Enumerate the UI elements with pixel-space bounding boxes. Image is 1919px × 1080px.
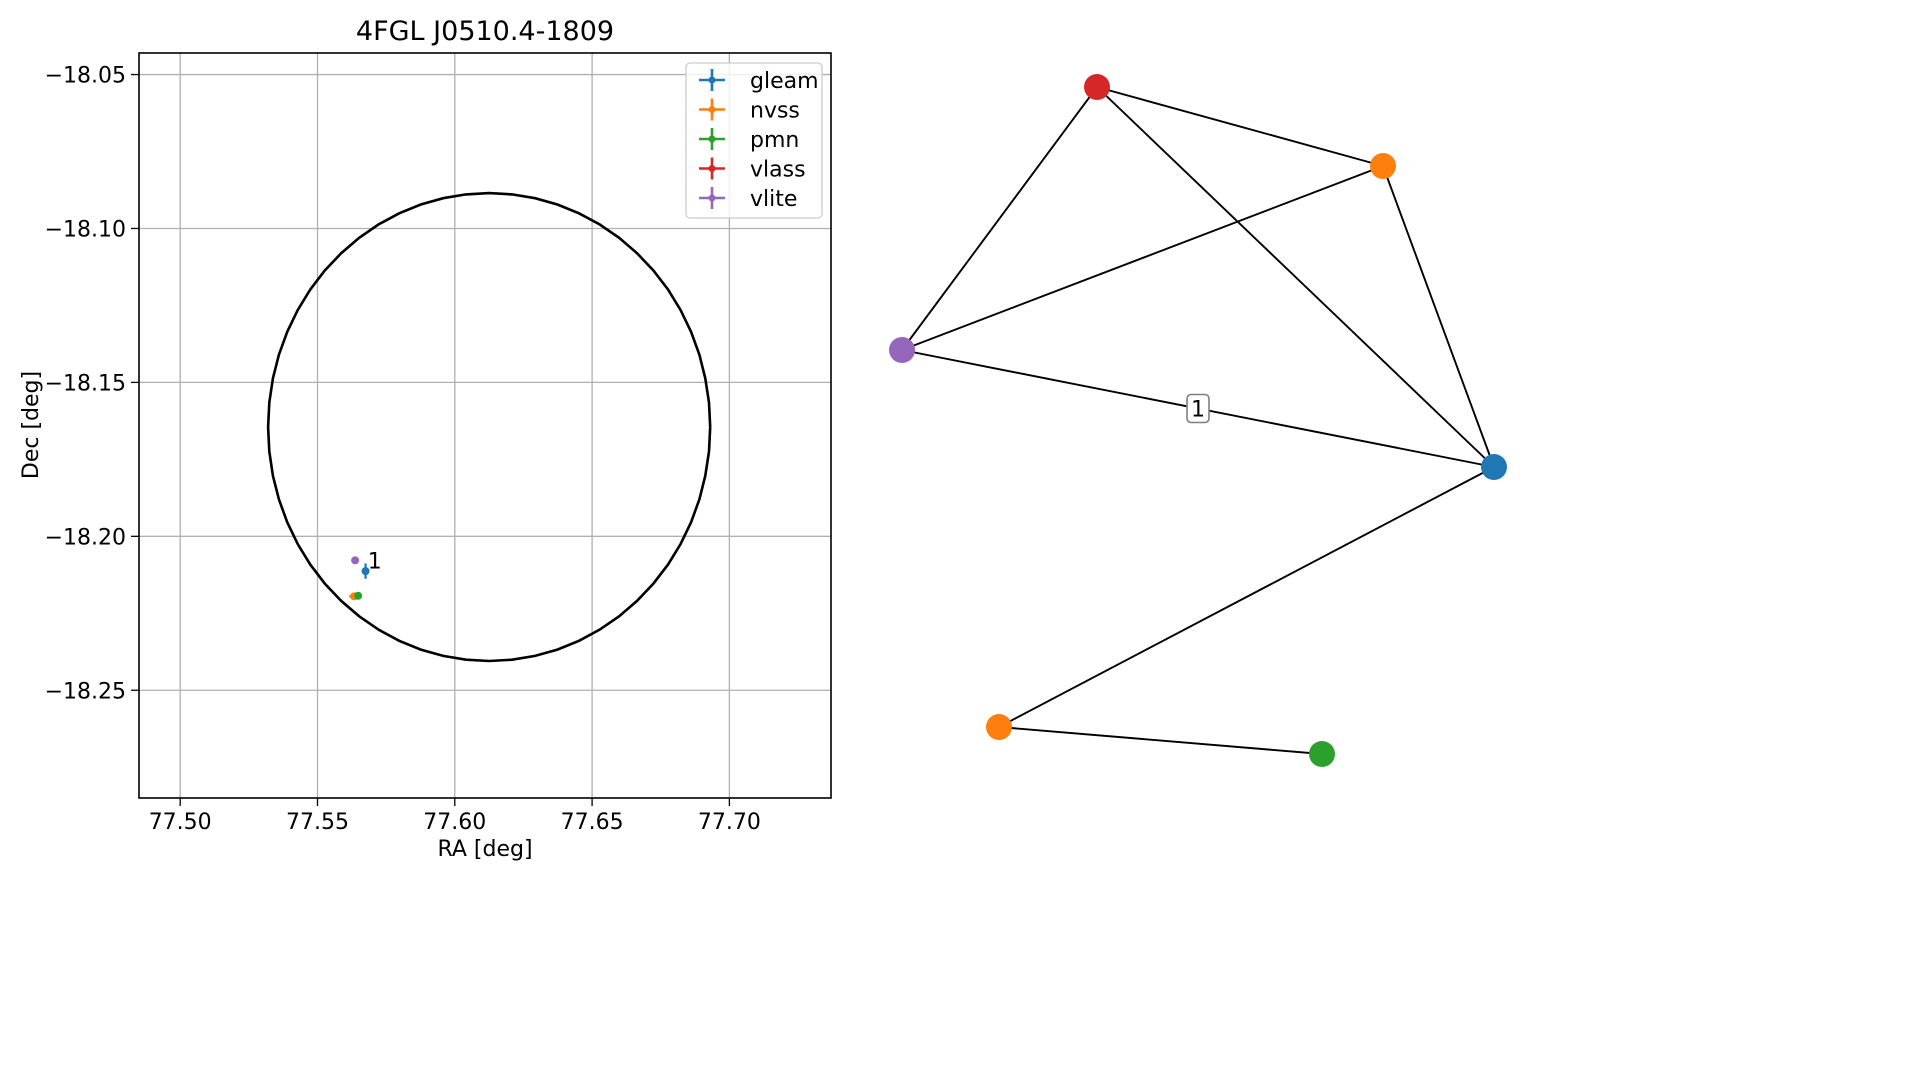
y-tick-label: −18.10 <box>45 217 126 242</box>
y-axis-label: Dec [deg] <box>19 371 44 479</box>
legend-entry-vlass: vlass <box>699 157 806 183</box>
legend-marker-dot <box>708 165 716 172</box>
legend-entry-vlite: vlite <box>699 187 797 212</box>
localization-ellipse <box>266 191 712 663</box>
edge-label-box <box>1186 393 1210 424</box>
y-tick-label: −18.15 <box>45 371 126 396</box>
edge-red-orange-top <box>1096 86 1384 167</box>
point-marker <box>361 567 370 576</box>
edge-red-blue <box>1096 86 1495 468</box>
x-tick-label: 77.65 <box>561 810 624 835</box>
legend-entry-gleam: gleam <box>699 69 819 94</box>
legend-label: gleam <box>750 69 819 94</box>
network-graph: 1 <box>889 74 1507 767</box>
edge-label-text: 1 <box>1191 398 1205 423</box>
point-annotation-label: 1 <box>368 549 382 574</box>
grid <box>139 53 831 798</box>
legend-entry-nvss: nvss <box>699 98 800 124</box>
y-tick-label: −18.05 <box>45 64 126 89</box>
point-pmn <box>354 591 363 600</box>
legend-label: vlite <box>750 187 797 212</box>
edge-label: 1 <box>1186 393 1210 424</box>
node-red <box>1084 74 1110 100</box>
y-tick-label: −18.20 <box>45 525 126 550</box>
x-tick-label: 77.50 <box>149 810 212 835</box>
y-axis-ticks: −18.05 −18.10 −18.15 −18.20 −18.25 <box>45 64 139 704</box>
node-orange-bottom <box>986 714 1012 740</box>
plot-title: 4FGL J0510.4-1809 <box>356 16 614 47</box>
x-tick-label: 77.70 <box>698 810 761 835</box>
edge-red-purple <box>901 86 1098 351</box>
x-axis-label: RA [deg] <box>437 837 532 862</box>
legend: gleam nvss pmn vlass vlite <box>685 62 823 219</box>
graph-nodes <box>889 74 1507 767</box>
node-purple <box>889 337 915 363</box>
edge-blue-orange-bottom <box>998 466 1495 728</box>
legend-entries: gleam nvss pmn vlass vlite <box>699 69 819 212</box>
x-tick-label: 77.55 <box>286 810 349 835</box>
legend-entry-pmn: pmn <box>699 128 799 153</box>
edge-orange-top-purple <box>901 165 1384 351</box>
edge-orange-top-blue <box>1382 165 1495 468</box>
localization-ellipse-group <box>266 191 712 663</box>
legend-box <box>685 62 823 219</box>
sky-position-plot: 1 77.50 77.55 77.60 77.65 77.70 −18.05 −18.10… <box>19 16 832 862</box>
edge-orange-bottom-green <box>998 726 1323 755</box>
node-green <box>1309 741 1335 767</box>
legend-label: vlass <box>750 158 806 183</box>
legend-marker-dot <box>708 194 716 202</box>
node-blue <box>1481 454 1507 480</box>
point-marker <box>354 591 363 600</box>
legend-label: pmn <box>750 128 799 153</box>
point-vlite <box>351 556 360 565</box>
x-tick-label: 77.60 <box>423 810 486 835</box>
y-tick-label: −18.25 <box>45 679 126 704</box>
plot-frame <box>138 52 832 799</box>
legend-marker-dot <box>708 135 716 143</box>
legend-label: nvss <box>750 99 800 124</box>
source-points <box>349 556 370 601</box>
legend-marker-dot <box>708 106 716 113</box>
x-axis-ticks: 77.50 77.55 77.60 77.65 77.70 <box>149 798 761 835</box>
legend-marker-dot <box>708 76 716 84</box>
point-marker <box>351 556 360 565</box>
point-gleam <box>361 563 370 579</box>
node-orange-top <box>1370 153 1396 179</box>
